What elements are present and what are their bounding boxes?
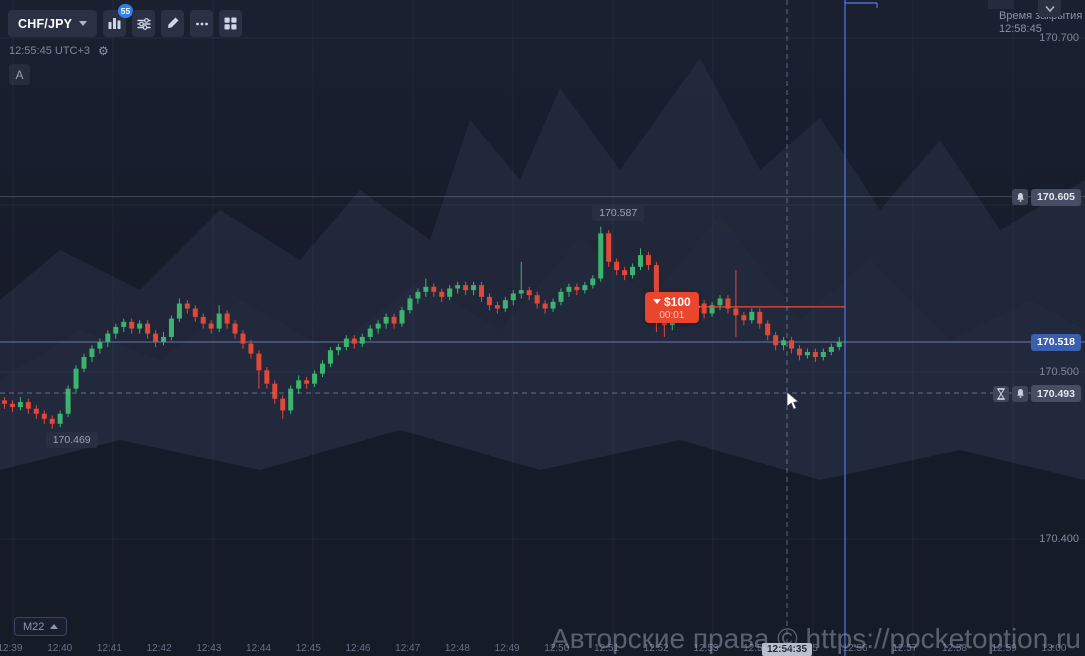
drawing-tools-button[interactable]: [161, 10, 185, 37]
time-axis-label: 12:47: [395, 643, 421, 654]
time-axis-label: 12:50: [544, 643, 570, 654]
price-axis-label: 170.500: [1039, 366, 1079, 378]
current-price-row: 170.518: [1031, 333, 1081, 351]
price-axis-label: 170.700: [1039, 32, 1079, 44]
trade-countdown: 00:01: [659, 309, 685, 321]
trade-direction-down-icon: [653, 299, 661, 305]
hourglass-icon: [997, 387, 1005, 400]
trade-amount: $100: [664, 294, 691, 309]
pending-order-button[interactable]: [993, 385, 1010, 402]
low-price-label: 170.469: [45, 431, 98, 448]
bell-icon: [1016, 389, 1024, 398]
ellipsis-icon: [195, 22, 208, 25]
crosshair-price-badge: 170.493: [1031, 385, 1081, 402]
time-axis-label: 12:39: [0, 643, 23, 654]
time-axis-label: 12:56: [842, 643, 868, 654]
time-axis-label: 12:44: [246, 643, 272, 654]
chart-type-count-badge: 55: [117, 4, 134, 18]
time-axis-label: 12:46: [345, 643, 371, 654]
sliders-icon: [137, 17, 151, 30]
caret-down-icon: [79, 21, 88, 26]
panel-corner: [988, 0, 1014, 9]
high-price-label: 170.587: [592, 204, 645, 221]
time-axis-label: 12:42: [146, 643, 172, 654]
collapse-chevron-button[interactable]: [1038, 0, 1061, 17]
time-axis-label: 12:48: [444, 643, 470, 654]
server-clock: 12:55:45 UTC+3 ⚙: [9, 44, 109, 58]
indicators-button[interactable]: [132, 10, 156, 37]
time-axis-label: 12:52: [643, 643, 669, 654]
annotation-mode-button[interactable]: A: [9, 64, 30, 85]
more-tools-button[interactable]: [190, 10, 214, 37]
layout-grid-button[interactable]: [219, 10, 243, 37]
alert-price-badge[interactable]: 170.605: [1031, 188, 1081, 206]
chart-toolbar: CHF/JPY 55: [8, 4, 243, 37]
time-axis-label: 12:49: [494, 643, 520, 654]
current-price-badge: 170.518: [1031, 333, 1081, 351]
bar-chart-icon: [108, 18, 121, 29]
chevron-down-icon: [1044, 5, 1055, 12]
time-axis-label: 12:41: [96, 643, 122, 654]
crosshair-price-row: 170.493: [993, 385, 1081, 402]
time-axis-label: 12:40: [47, 643, 73, 654]
time-axis-label: 12:58: [941, 643, 967, 654]
timeframe-label: M22: [23, 620, 45, 633]
time-axis-label: 12:43: [196, 643, 222, 654]
alert-bell-button[interactable]: [1012, 189, 1029, 206]
time-axis-label: 12:54: [743, 643, 769, 654]
pair-selector-button[interactable]: CHF/JPY: [8, 10, 98, 37]
clock-label: 12:55:45 UTC+3: [9, 45, 91, 57]
time-axis-label: 13:00: [1041, 643, 1067, 654]
crosshair-bell-button[interactable]: [1012, 385, 1029, 402]
chart-type-button[interactable]: 55: [103, 4, 134, 37]
time-axis-label: 12:57: [892, 643, 918, 654]
open-trade-badge[interactable]: $100 00:01: [645, 291, 699, 323]
time-axis-label: 12:53: [693, 643, 719, 654]
grid-icon: [224, 17, 237, 30]
crosshair-time-badge: 12:54:35: [761, 643, 813, 656]
closing-time-value: 12:58:45: [999, 23, 1042, 35]
timeframe-button[interactable]: M22: [14, 617, 68, 636]
caret-up-icon: [50, 624, 59, 629]
time-axis-label: 12:59: [991, 643, 1017, 654]
price-axis-label: 170.400: [1039, 533, 1079, 545]
settings-gear-icon[interactable]: ⚙: [98, 44, 109, 58]
bell-icon: [1016, 192, 1024, 202]
alert-price-row: 170.605: [1012, 188, 1081, 206]
pair-label: CHF/JPY: [18, 16, 73, 31]
time-axis-label: 12:45: [295, 643, 321, 654]
time-axis-label: 12:51: [594, 643, 620, 654]
time-axis: 12:39 12:40 12:41 12:42 12:43 12:44 12:45 12:46…: [0, 643, 1085, 656]
brush-icon: [168, 17, 179, 28]
